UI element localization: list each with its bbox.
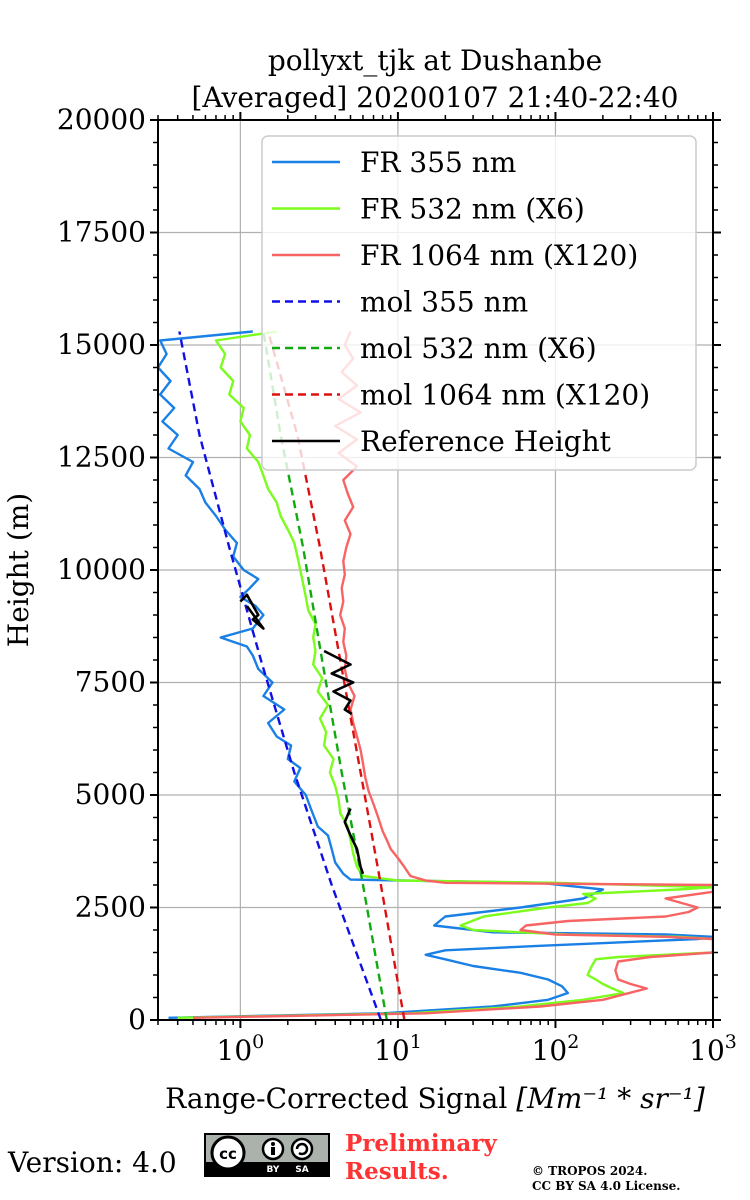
- legend-entry-label: FR 532 nm (X6): [360, 193, 585, 226]
- x-axis-label-unit: [Mm⁻¹ * sr⁻¹]: [516, 1082, 705, 1115]
- series-line-reference-height-b: [323, 649, 355, 716]
- y-tick-label: 10000: [57, 553, 146, 586]
- y-tick-labels: 0 2500 5000 7500 10000 12500 15000 17500 20000: [57, 103, 146, 1036]
- y-axis-label: Height (m): [2, 493, 35, 647]
- axis-ticks: [150, 112, 721, 1028]
- legend: FR 355 nm FR 532 nm (X6) FR 1064 nm (X120)…: [261, 135, 697, 471]
- cc-by-text: BY: [267, 1165, 280, 1175]
- chart-title-line1: pollyxt_tjk at Dushanbe: [268, 44, 602, 77]
- y-tick-label: 7500: [75, 666, 146, 699]
- copyright-line1: © TROPOS 2024.: [532, 1164, 648, 1178]
- series-line-mol-532-nm-x6: [262, 331, 388, 1020]
- x-tick-label: 100: [217, 1031, 265, 1067]
- y-tick-label: 17500: [57, 216, 146, 249]
- legend-box: [261, 135, 697, 471]
- preliminary-line2: Results.: [345, 1158, 449, 1185]
- y-tick-label: 15000: [57, 328, 146, 361]
- series-line-fr-1064-nm-x120: [192, 331, 713, 1019]
- legend-entry-label: mol 532 nm (X6): [360, 332, 597, 365]
- cc-by-sa-badge-icon: cc BY SA: [204, 1133, 330, 1177]
- series-line-fr-355-nm: [158, 330, 713, 1019]
- y-tick-label: 20000: [57, 103, 146, 136]
- x-tick-label: 101: [374, 1031, 422, 1067]
- legend-entry-label: mol 355 nm: [360, 286, 528, 319]
- legend-entry-label: FR 355 nm: [360, 146, 516, 179]
- preliminary-line1: Preliminary: [345, 1130, 497, 1157]
- preliminary-notice: Preliminary Results.: [345, 1130, 497, 1186]
- legend-entry-label: Reference Height: [360, 425, 612, 458]
- copyright-line2: CC BY SA 4.0 License.: [532, 1179, 681, 1193]
- x-axis-label: Range-Corrected Signal [Mm⁻¹ * sr⁻¹]: [165, 1082, 705, 1115]
- cc-sa-text: SA: [295, 1165, 308, 1175]
- series-line-mol-355-nm: [178, 331, 383, 1020]
- series-line-fr-532-nm-x6: [177, 330, 713, 1019]
- legend-entry-label: FR 1064 nm (X120): [360, 239, 638, 272]
- y-tick-label: 12500: [57, 441, 146, 474]
- svg-text:cc: cc: [219, 1145, 237, 1163]
- series-line-reference-height: [239, 593, 265, 630]
- y-tick-label: 0: [128, 1003, 146, 1036]
- x-tick-label: 102: [532, 1031, 580, 1067]
- chart-title-line2: [Averaged] 20200107 21:40-22:40: [192, 81, 679, 114]
- series-layer: [158, 330, 713, 1020]
- copyright-notice: © TROPOS 2024. CC BY SA 4.0 License.: [532, 1164, 680, 1194]
- x-axis-label-text: Range-Corrected Signal: [165, 1082, 507, 1115]
- legend-entry-label: mol 1064 nm (X120): [360, 379, 650, 412]
- series-line-reference-height-c: [343, 807, 365, 875]
- chart-title: pollyxt_tjk at Dushanbe [Averaged] 20200…: [192, 44, 679, 114]
- y-tick-label: 2500: [75, 891, 146, 924]
- version-label: Version: 4.0: [8, 1146, 177, 1179]
- y-tick-label: 5000: [75, 778, 146, 811]
- lidar-profile-chart: pollyxt_tjk at Dushanbe [Averaged] 20200…: [2, 44, 737, 1115]
- x-tick-label: 103: [689, 1031, 737, 1067]
- x-tick-labels: 100 101 102 103: [217, 1031, 737, 1067]
